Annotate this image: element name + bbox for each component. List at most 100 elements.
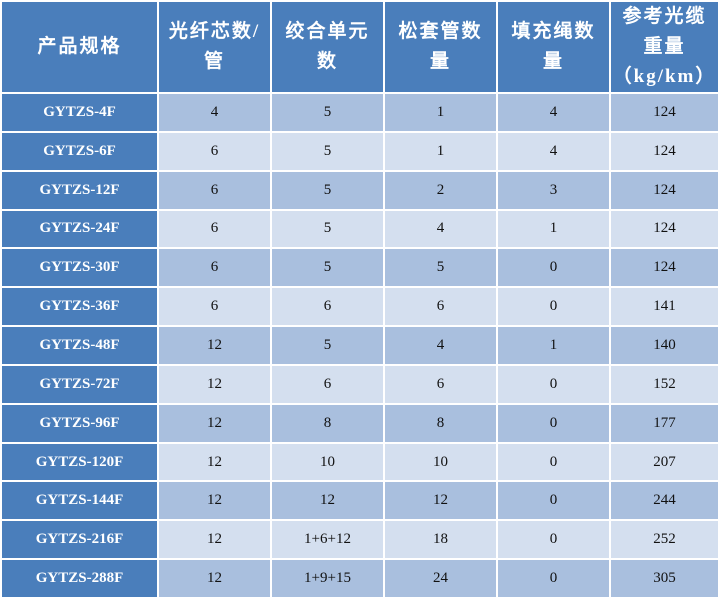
header-loose-tubes: 松套管数 量 [383,0,498,94]
stranding-units-cell: 5 [270,208,385,250]
header-row: 产品规格 光纤芯数/ 管 绞合单元 数 松套管数 量 填充绳数 量 参考光缆 重… [0,0,718,94]
stranding-units-cell: 8 [270,402,385,444]
stranding-units-cell: 6 [270,286,385,328]
header-spec: 产品规格 [0,0,159,94]
loose-tubes-cell: 1 [383,130,498,172]
filler-ropes-cell: 4 [496,130,611,172]
filler-ropes-cell: 1 [496,208,611,250]
fibers-per-tube-cell: 6 [157,130,272,172]
cable-weight-cell: 141 [609,286,718,328]
fibers-per-tube-cell: 12 [157,441,272,483]
spec-cell: GYTZS-216F [0,519,159,561]
spec-cell: GYTZS-120F [0,441,159,483]
spec-cell: GYTZS-96F [0,402,159,444]
filler-ropes-cell: 3 [496,169,611,211]
spec-cell: GYTZS-144F [0,480,159,522]
stranding-units-cell: 1+6+12 [270,519,385,561]
loose-tubes-cell: 8 [383,402,498,444]
spec-cell: GYTZS-12F [0,169,159,211]
filler-ropes-cell: 0 [496,363,611,405]
table-row: GYTZS-30F 6 5 5 0 124 [0,247,718,289]
header-filler-ropes: 填充绳数 量 [496,0,611,94]
fibers-per-tube-cell: 12 [157,325,272,366]
stranding-units-cell: 5 [270,169,385,211]
header-stranding-units: 绞合单元 数 [270,0,385,94]
table-row: GYTZS-12F 6 5 2 3 124 [0,169,718,211]
spec-cell: GYTZS-48F [0,325,159,366]
table-row: GYTZS-96F 12 8 8 0 177 [0,402,718,444]
stranding-units-cell: 10 [270,441,385,483]
spec-cell: GYTZS-36F [0,286,159,328]
filler-ropes-cell: 0 [496,519,611,561]
cable-weight-cell: 124 [609,169,718,211]
cable-weight-cell: 177 [609,402,718,444]
cable-weight-cell: 124 [609,92,718,133]
stranding-units-cell: 5 [270,130,385,172]
cable-weight-cell: 305 [609,558,718,599]
cable-weight-cell: 124 [609,247,718,289]
table-row: GYTZS-144F 12 12 12 0 244 [0,480,718,522]
loose-tubes-cell: 10 [383,441,498,483]
spec-cell: GYTZS-72F [0,363,159,405]
spec-cell: GYTZS-4F [0,92,159,133]
table-row: GYTZS-72F 12 6 6 0 152 [0,363,718,405]
cable-weight-cell: 252 [609,519,718,561]
loose-tubes-cell: 24 [383,558,498,599]
spec-cell: GYTZS-6F [0,130,159,172]
header-fibers-per-tube: 光纤芯数/ 管 [157,0,272,94]
loose-tubes-cell: 4 [383,208,498,250]
loose-tubes-cell: 2 [383,169,498,211]
loose-tubes-cell: 6 [383,286,498,328]
cable-weight-cell: 152 [609,363,718,405]
table-row: GYTZS-120F 12 10 10 0 207 [0,441,718,483]
filler-ropes-cell: 0 [496,402,611,444]
fibers-per-tube-cell: 12 [157,402,272,444]
spec-cell: GYTZS-30F [0,247,159,289]
cable-weight-cell: 207 [609,441,718,483]
table-row: GYTZS-48F 12 5 4 1 140 [0,325,718,366]
stranding-units-cell: 5 [270,325,385,366]
cable-weight-cell: 140 [609,325,718,366]
header-cable-weight: 参考光缆 重量 （kg/km） [609,0,718,94]
table-row: GYTZS-6F 6 5 1 4 124 [0,130,718,172]
stranding-units-cell: 1+9+15 [270,558,385,599]
spec-cell: GYTZS-24F [0,208,159,250]
table-body: GYTZS-4F 4 5 1 4 124 GYTZS-6F 6 5 1 4 124 GYTZS-12F 6… [0,92,718,599]
fibers-per-tube-cell: 12 [157,480,272,522]
loose-tubes-cell: 5 [383,247,498,289]
cable-weight-cell: 124 [609,130,718,172]
fibers-per-tube-cell: 12 [157,363,272,405]
stranding-units-cell: 5 [270,92,385,133]
table-row: GYTZS-24F 6 5 4 1 124 [0,208,718,250]
loose-tubes-cell: 1 [383,92,498,133]
fibers-per-tube-cell: 6 [157,169,272,211]
cable-weight-cell: 124 [609,208,718,250]
loose-tubes-cell: 4 [383,325,498,366]
filler-ropes-cell: 0 [496,480,611,522]
stranding-units-cell: 6 [270,363,385,405]
fibers-per-tube-cell: 6 [157,247,272,289]
loose-tubes-cell: 12 [383,480,498,522]
filler-ropes-cell: 0 [496,558,611,599]
stranding-units-cell: 12 [270,480,385,522]
filler-ropes-cell: 4 [496,92,611,133]
filler-ropes-cell: 0 [496,441,611,483]
fibers-per-tube-cell: 12 [157,558,272,599]
filler-ropes-cell: 1 [496,325,611,366]
table-row: GYTZS-4F 4 5 1 4 124 [0,92,718,133]
fibers-per-tube-cell: 4 [157,92,272,133]
table-row: GYTZS-36F 6 6 6 0 141 [0,286,718,328]
loose-tubes-cell: 18 [383,519,498,561]
cable-weight-cell: 244 [609,480,718,522]
spec-cell: GYTZS-288F [0,558,159,599]
stranding-units-cell: 5 [270,247,385,289]
table-row: GYTZS-216F 12 1+6+12 18 0 252 [0,519,718,561]
fibers-per-tube-cell: 12 [157,519,272,561]
loose-tubes-cell: 6 [383,363,498,405]
fibers-per-tube-cell: 6 [157,208,272,250]
table-row: GYTZS-288F 12 1+9+15 24 0 305 [0,558,718,599]
fibers-per-tube-cell: 6 [157,286,272,328]
filler-ropes-cell: 0 [496,247,611,289]
filler-ropes-cell: 0 [496,286,611,328]
